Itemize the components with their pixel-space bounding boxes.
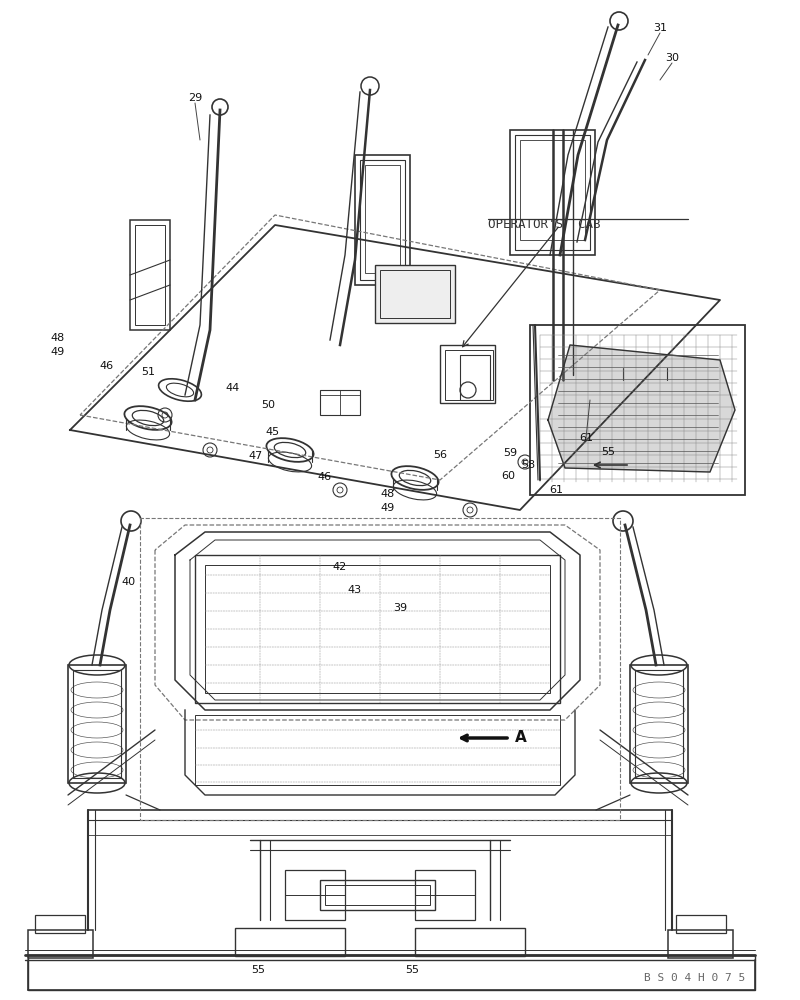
Text: 39: 39 bbox=[393, 603, 407, 613]
Text: 59: 59 bbox=[503, 448, 517, 458]
Text: 51: 51 bbox=[141, 367, 155, 377]
Bar bbox=[520, 140, 585, 240]
Text: 46: 46 bbox=[318, 472, 332, 482]
Bar bbox=[510, 130, 595, 255]
Bar bbox=[28, 930, 93, 958]
Bar bbox=[380, 270, 450, 318]
Text: OPERATOR'S  CAB: OPERATOR'S CAB bbox=[488, 218, 601, 231]
Bar bbox=[668, 930, 733, 958]
Bar bbox=[325, 885, 430, 905]
Text: 48: 48 bbox=[381, 489, 395, 499]
Bar bbox=[375, 265, 455, 323]
Text: 40: 40 bbox=[121, 577, 135, 587]
Bar bbox=[415, 870, 475, 920]
Bar bbox=[73, 670, 121, 778]
Text: 43: 43 bbox=[347, 585, 361, 595]
Bar bbox=[35, 915, 85, 933]
Text: 44: 44 bbox=[226, 383, 240, 393]
Bar bbox=[460, 355, 490, 400]
Bar bbox=[360, 160, 405, 280]
Bar bbox=[635, 670, 683, 778]
Bar bbox=[365, 165, 400, 273]
Text: 31: 31 bbox=[653, 23, 667, 33]
Bar bbox=[445, 350, 493, 400]
Bar bbox=[676, 915, 726, 933]
Text: 55: 55 bbox=[601, 447, 615, 457]
Text: B S 0 4 H 0 7 5: B S 0 4 H 0 7 5 bbox=[644, 973, 746, 983]
Text: 46: 46 bbox=[99, 361, 113, 371]
Text: 55: 55 bbox=[251, 965, 265, 975]
Bar bbox=[415, 928, 525, 956]
Polygon shape bbox=[548, 345, 735, 472]
Text: 29: 29 bbox=[188, 93, 202, 103]
Text: 49: 49 bbox=[51, 347, 65, 357]
Text: 50: 50 bbox=[261, 400, 275, 410]
Text: 55: 55 bbox=[405, 965, 419, 975]
Bar bbox=[135, 225, 165, 325]
Text: A: A bbox=[515, 730, 526, 746]
Bar bbox=[355, 155, 410, 285]
Text: 61: 61 bbox=[579, 433, 593, 443]
Text: 30: 30 bbox=[665, 53, 679, 63]
Text: 58: 58 bbox=[521, 460, 535, 470]
Text: 56: 56 bbox=[433, 450, 447, 460]
Bar bbox=[195, 555, 560, 703]
Bar bbox=[68, 665, 126, 783]
Bar bbox=[630, 665, 688, 783]
Bar bbox=[440, 345, 495, 403]
Text: 47: 47 bbox=[249, 451, 263, 461]
Bar bbox=[28, 955, 755, 990]
Text: 42: 42 bbox=[333, 562, 347, 572]
Text: 45: 45 bbox=[265, 427, 279, 437]
Bar bbox=[130, 220, 170, 330]
Bar bbox=[205, 565, 550, 693]
Text: 49: 49 bbox=[381, 503, 395, 513]
Text: 48: 48 bbox=[51, 333, 65, 343]
Bar bbox=[285, 870, 345, 920]
Bar bbox=[515, 135, 590, 250]
Bar bbox=[320, 390, 360, 415]
Text: 60: 60 bbox=[501, 471, 515, 481]
Bar bbox=[235, 928, 345, 956]
Bar bbox=[195, 715, 560, 785]
Text: 61: 61 bbox=[549, 485, 563, 495]
Bar bbox=[530, 325, 745, 495]
Bar bbox=[320, 880, 435, 910]
